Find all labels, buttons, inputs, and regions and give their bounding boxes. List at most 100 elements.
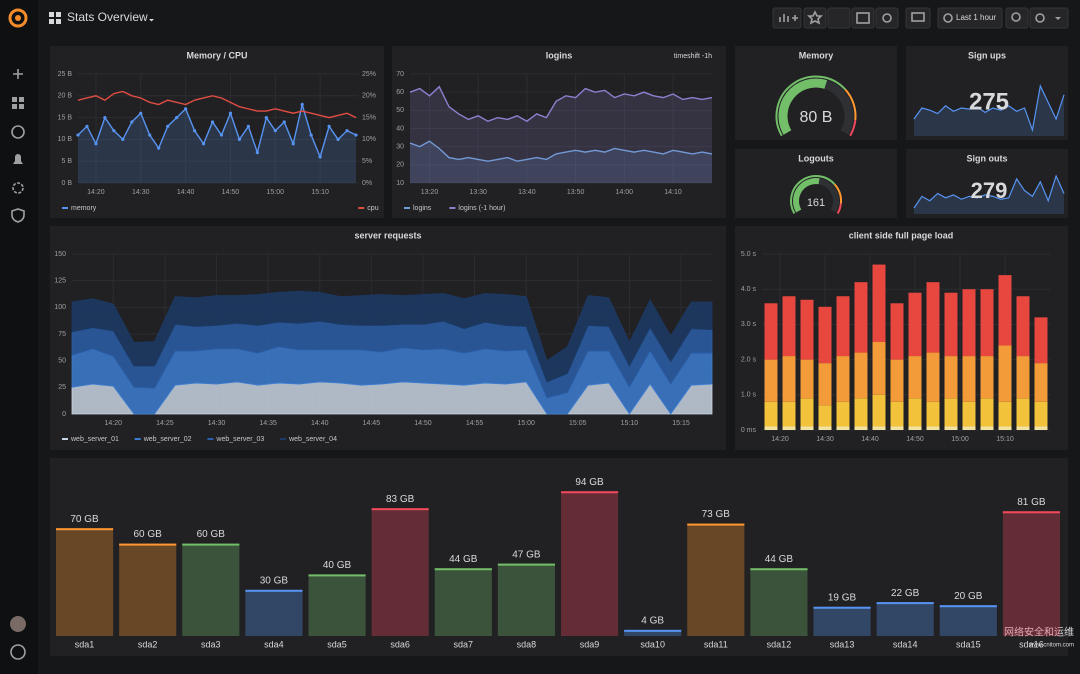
data-point (139, 111, 143, 115)
bar (56, 528, 114, 636)
add-panel-icon (779, 14, 798, 22)
settings-button[interactable] (875, 7, 899, 29)
legend-label: cpu (367, 205, 378, 212)
data-point (228, 111, 233, 115)
tv-mode-button[interactable] (905, 7, 931, 29)
bar-edge (497, 563, 555, 566)
gauge-value-label: 161 (807, 197, 825, 209)
x-tick-label: 15:15 (672, 420, 690, 427)
x-tick-label: 14:20 (771, 436, 789, 443)
bar-segment (872, 394, 886, 427)
bar-value-label: 94 GB (575, 477, 604, 488)
data-point (175, 116, 179, 120)
bar-value-label: 81 GB (1017, 497, 1046, 508)
panel-title[interactable]: logins (546, 50, 573, 60)
data-point (318, 155, 322, 159)
create-icon[interactable] (13, 69, 23, 79)
gauge-value (778, 78, 828, 135)
title-caret[interactable] (149, 19, 154, 22)
y2-tick-label: 25% (362, 71, 376, 78)
bar (182, 543, 240, 636)
refresh-icon (1035, 13, 1045, 23)
bar-segment (1034, 363, 1048, 402)
bar-segment (764, 426, 778, 430)
data-point (246, 124, 250, 128)
add-panel-button[interactable] (772, 7, 802, 29)
bar-segment (854, 426, 868, 430)
bar-edge (371, 508, 429, 511)
bar-value-label: 60 GB (197, 529, 226, 540)
help-icon[interactable] (10, 644, 26, 660)
save-button[interactable] (851, 7, 875, 29)
y-tick-label: 0 (62, 411, 66, 418)
bar-segment (1016, 426, 1030, 430)
panel-title[interactable]: Memory / CPU (186, 50, 247, 60)
series-fill (410, 86, 712, 183)
legend-label: logins (-1 hour) (458, 205, 505, 212)
bar-segment (980, 426, 994, 430)
time-range[interactable]: Last 1 hour (956, 13, 996, 22)
y-tick-label: 10 (396, 180, 404, 187)
x-tick-label: 14:10 (664, 189, 682, 196)
bar-segment (908, 292, 922, 357)
config-icon[interactable] (12, 182, 24, 194)
star-button[interactable] (803, 7, 827, 29)
x-tick-label: 15:05 (569, 420, 587, 427)
bar-edge (624, 629, 682, 632)
bar-name: sda3 (201, 639, 221, 649)
y-tick-label: 125 (54, 278, 66, 285)
bar-name: sda15 (956, 639, 981, 649)
bar-value-label: 22 GB (891, 588, 920, 599)
alerting-icon[interactable] (13, 154, 23, 164)
bar-segment (872, 426, 886, 430)
dashboards-icon[interactable] (12, 97, 24, 109)
panel-title[interactable]: Sign outs (967, 153, 1008, 163)
bar-name: sda16 (1019, 639, 1044, 649)
bar-segment (962, 426, 976, 430)
stacked-area (71, 290, 713, 383)
panel-title[interactable]: Logouts (798, 153, 834, 163)
bar (1002, 511, 1060, 636)
user-avatar[interactable] (10, 616, 26, 632)
bar-name: sda5 (327, 639, 347, 649)
panel-title[interactable]: Sign ups (968, 50, 1006, 60)
time-picker[interactable] (937, 7, 1003, 29)
gear-icon (882, 13, 892, 23)
admin-icon[interactable] (11, 208, 25, 223)
panel-title[interactable]: server requests (354, 230, 421, 240)
bar-segment (1016, 398, 1030, 427)
legend-label: web_server_03 (215, 436, 264, 443)
bar-edge (56, 528, 114, 531)
panel-title[interactable]: Memory (799, 50, 834, 60)
bar-name: sda1 (75, 639, 95, 649)
y-tick-label: 20 B (58, 93, 73, 100)
y-tick-label: 5 B (61, 158, 72, 165)
bar-name: sda7 (454, 639, 474, 649)
bar-value-label: 73 GB (702, 509, 731, 520)
bar-segment (962, 401, 976, 427)
gauge-ring (836, 203, 842, 214)
x-tick-label: 14:40 (861, 436, 879, 443)
share-button[interactable] (827, 7, 851, 29)
x-tick-label: 14:55 (466, 420, 484, 427)
y-tick-label: 0 B (61, 180, 72, 187)
zoom-out-button[interactable] (1005, 7, 1029, 29)
explore-icon[interactable] (11, 125, 25, 139)
grafana-logo[interactable] (8, 8, 28, 28)
refresh-button[interactable] (1029, 7, 1069, 29)
x-tick-label: 14:20 (87, 189, 105, 196)
panel-title[interactable]: client side full page load (849, 230, 954, 240)
x-tick-label: 15:00 (951, 436, 969, 443)
data-point (210, 120, 215, 124)
bar-value-label: 20 GB (954, 591, 983, 602)
bar-edge (119, 543, 177, 546)
bar-value-label: 83 GB (386, 494, 415, 505)
x-tick-label: 15:10 (311, 189, 329, 196)
y-tick-label: 75 (58, 331, 66, 338)
stat-value: 279 (971, 178, 1008, 203)
dashboard-title[interactable]: Stats Overview (67, 10, 148, 24)
bar-name: sda14 (893, 639, 918, 649)
bar-segment (818, 426, 832, 430)
timeshift-note: timeshift -1h (674, 53, 712, 60)
bar-value-label: 19 GB (828, 592, 857, 603)
